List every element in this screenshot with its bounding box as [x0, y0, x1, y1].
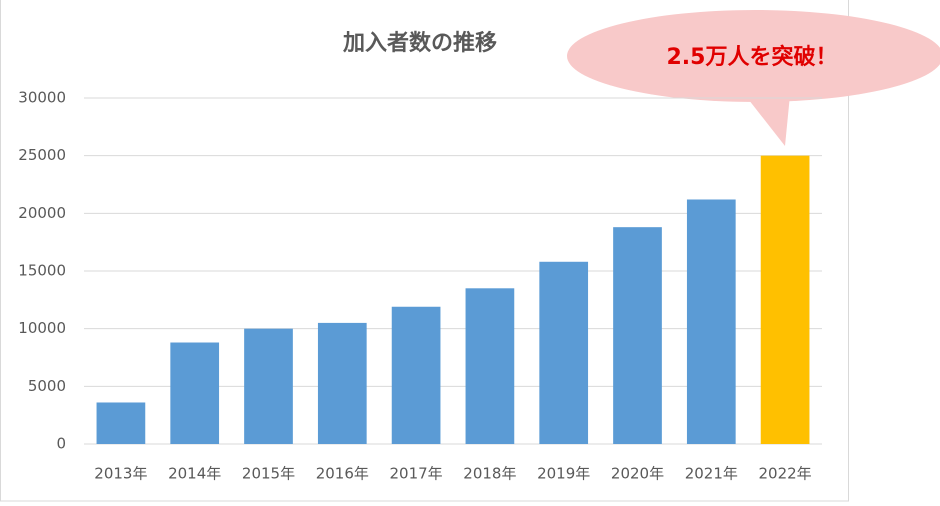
callout-tail [745, 95, 790, 146]
bar [465, 288, 515, 444]
callout: 2.5万人を突破！ [567, 10, 940, 146]
y-tick-label: 25000 [18, 146, 66, 164]
bar [170, 342, 220, 444]
bar [391, 306, 441, 444]
x-tick-label: 2022年 [759, 465, 812, 483]
bar [539, 261, 589, 444]
x-tick-label: 2019年 [537, 465, 590, 483]
x-tick-label: 2013年 [94, 465, 147, 483]
y-tick-label: 15000 [18, 262, 66, 280]
bar [760, 155, 810, 444]
bar [686, 199, 736, 444]
x-tick-label: 2021年 [685, 465, 738, 483]
y-tick-label: 0 [56, 435, 66, 453]
y-tick-label: 10000 [18, 319, 66, 337]
y-tick-label: 30000 [18, 89, 66, 107]
x-tick-label: 2016年 [316, 465, 369, 483]
bar [96, 402, 146, 444]
bar [244, 328, 293, 444]
x-tick-label: 2017年 [390, 465, 443, 483]
callout-text: 2.5万人を突破！ [667, 44, 838, 70]
x-tick-label: 2014年 [168, 465, 221, 483]
bar [317, 322, 367, 444]
y-tick-label: 20000 [18, 204, 66, 222]
callout-bubble [567, 10, 940, 102]
x-tick-label: 2015年 [242, 465, 295, 483]
y-tick-label: 5000 [28, 377, 66, 395]
x-tick-label: 2020年 [611, 465, 664, 483]
x-tick-label: 2018年 [463, 465, 516, 483]
bar [613, 227, 662, 444]
chart-title: 加入者数の推移 [342, 30, 497, 56]
